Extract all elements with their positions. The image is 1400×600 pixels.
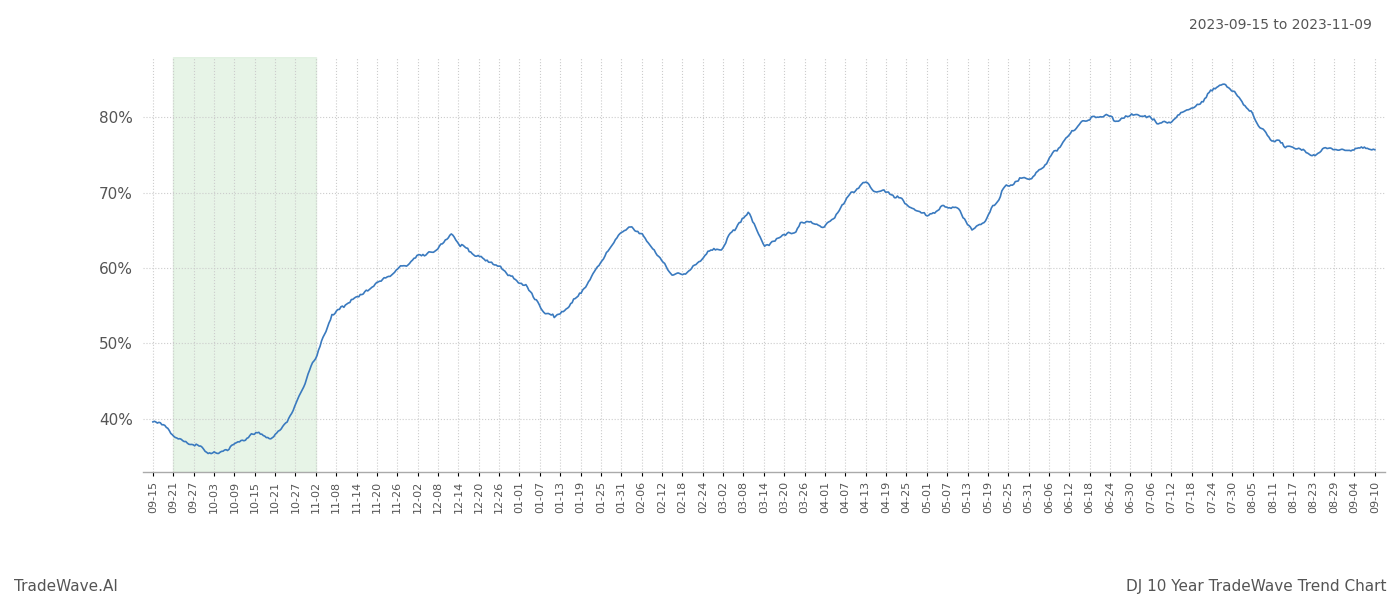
Bar — [174, 57, 316, 472]
Text: TradeWave.AI: TradeWave.AI — [14, 579, 118, 594]
Text: DJ 10 Year TradeWave Trend Chart: DJ 10 Year TradeWave Trend Chart — [1126, 579, 1386, 594]
Text: 2023-09-15 to 2023-11-09: 2023-09-15 to 2023-11-09 — [1189, 18, 1372, 32]
